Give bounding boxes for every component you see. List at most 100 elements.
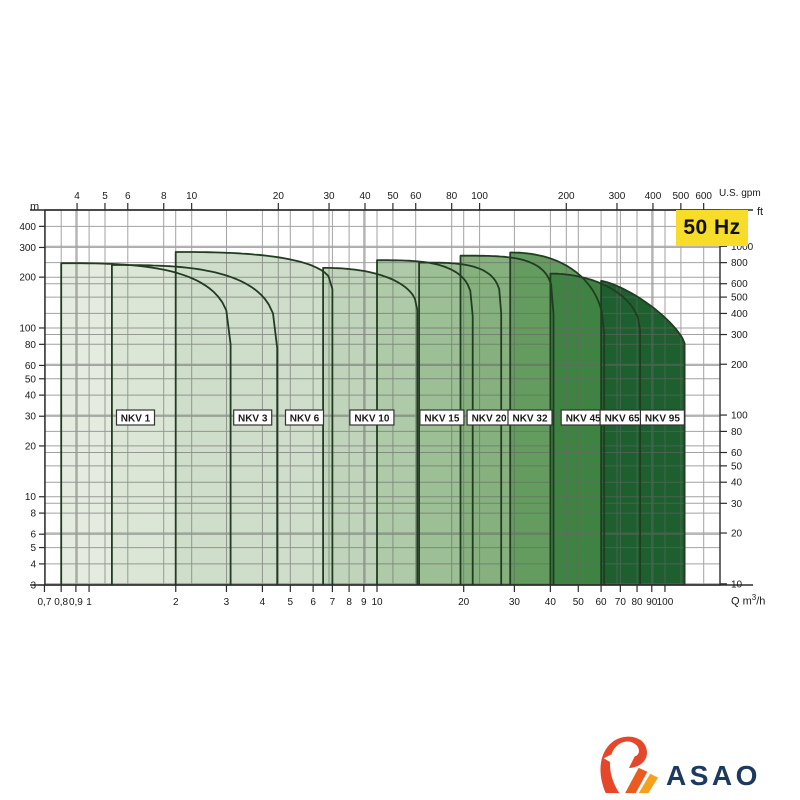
gpm-tick-label: 6 — [125, 191, 131, 202]
flow-tick-label: 1 — [86, 597, 92, 608]
flow-tick-label: 0,7 — [38, 597, 52, 608]
axis-unit-head-m: m — [30, 201, 40, 213]
chart-envelope-outlines — [60, 251, 686, 585]
head-m-tick-label: 40 — [25, 391, 37, 402]
axis-unit-flow-gpm: U.S. gpm — [719, 188, 761, 199]
axis-unit-flow-m3h: Q m3/h — [731, 593, 765, 608]
model-label-nkv-1: NKV 1 — [121, 414, 151, 425]
flow-tick-label: 60 — [596, 597, 608, 608]
flow-tick-label: 10 — [371, 597, 383, 608]
head-ft-tick-label: 300 — [731, 330, 748, 341]
gpm-tick-label: 60 — [410, 191, 422, 202]
gpm-tick-label: 500 — [673, 191, 690, 202]
axis-unit-head-ft: ft — [757, 206, 764, 218]
gpm-tick-label: 8 — [161, 191, 167, 202]
model-label-nkv-95: NKV 95 — [645, 414, 680, 425]
gpm-tick-label: 80 — [446, 191, 458, 202]
plot-frame — [44, 209, 721, 586]
envelope-outline-nkv-10 — [322, 267, 419, 585]
head-m-tick-label: 300 — [19, 243, 36, 254]
head-m-tick-label: 5 — [30, 543, 36, 554]
head-ft-tick-label: 30 — [731, 499, 743, 510]
head-m-tick-label: 8 — [30, 509, 36, 520]
envelope-outline-nkv-45 — [509, 251, 606, 585]
head-ft-tick-label: 60 — [731, 448, 743, 459]
gpm-tick-label: 40 — [359, 191, 371, 202]
flow-tick-label: 7 — [330, 597, 336, 608]
envelope-outline-nkv-1 — [60, 262, 232, 585]
head-m-tick-label: 20 — [25, 441, 37, 452]
head-m-tick-label: 30 — [25, 412, 37, 423]
model-label-box-nkv-15 — [419, 409, 465, 426]
envelope-outline-nkv-3 — [111, 264, 279, 585]
head-ft-tick-label: 10 — [731, 579, 743, 590]
flow-tick-label: 6 — [310, 597, 316, 608]
model-label-nkv-10: NKV 10 — [354, 414, 389, 425]
brand-name: ASAO — [666, 760, 761, 791]
head-ft-tick-label: 80 — [731, 427, 743, 438]
gpm-tick-label: 4 — [74, 191, 80, 202]
envelope-outline-nkv-6 — [174, 251, 334, 585]
model-label-nkv-15: NKV 15 — [424, 414, 459, 425]
head-ft-tick-label: 200 — [731, 360, 748, 371]
gpm-tick-label: 20 — [273, 191, 285, 202]
head-m-tick-label: 100 — [19, 323, 36, 334]
flow-tick-label: 80 — [631, 597, 643, 608]
gpm-tick-label: 200 — [558, 191, 575, 202]
flow-tick-label: 8 — [346, 597, 352, 608]
brand-logo: ASAO — [596, 733, 761, 795]
flow-tick-label: 4 — [260, 597, 266, 608]
model-label-box-nkv-95 — [639, 409, 686, 426]
flow-tick-label: 50 — [573, 597, 585, 608]
flow-unit-prefix: Q m — [731, 595, 752, 608]
gpm-tick-label: 300 — [609, 191, 626, 202]
flow-tick-label: 20 — [458, 597, 470, 608]
chart-model-labels: NKV 1 NKV 3 NKV 6 NKV 10 NKV 15 NKV 20 NKV 32 N… — [115, 409, 686, 426]
gpm-tick-label: 100 — [471, 191, 488, 202]
flow-tick-label: 0,9 — [69, 597, 83, 608]
flow-tick-label: 70 — [615, 597, 627, 608]
frequency-badge: 50 Hz — [676, 210, 748, 246]
model-label-nkv-20: NKV 20 — [472, 414, 507, 425]
model-label-box-nkv-32 — [507, 409, 553, 426]
model-label-nkv-6: NKV 6 — [290, 414, 320, 425]
flow-tick-label: 9 — [361, 597, 367, 608]
head-m-tick-label: 6 — [30, 530, 36, 541]
flow-tick-label: 100 — [657, 597, 674, 608]
gpm-tick-label: 600 — [695, 191, 712, 202]
gpm-tick-label: 400 — [645, 191, 662, 202]
model-label-box-nkv-1 — [115, 409, 156, 426]
flow-unit-sup: 3 — [751, 593, 757, 602]
model-label-nkv-32: NKV 32 — [512, 414, 547, 425]
flow-tick-label: 30 — [509, 597, 521, 608]
head-ft-tick-label: 500 — [731, 293, 748, 304]
head-m-tick-label: 3 — [30, 581, 36, 592]
model-label-box-nkv-10 — [349, 409, 395, 426]
head-ft-tick-label: 40 — [731, 478, 743, 489]
head-ft-tick-label: 100 — [731, 411, 748, 422]
envelope-outline-nkv-95 — [600, 280, 686, 585]
flow-tick-label: 2 — [173, 597, 179, 608]
flow-tick-label: 5 — [288, 597, 294, 608]
head-ft-tick-label: 400 — [731, 309, 748, 320]
model-label-nkv-65: NKV 65 — [605, 414, 640, 425]
head-m-tick-label: 50 — [25, 374, 37, 385]
model-label-box-nkv-6 — [284, 409, 325, 426]
flow-tick-label: 0,8 — [54, 597, 68, 608]
head-ft-tick-label: 800 — [731, 258, 748, 269]
gpm-tick-label: 10 — [186, 191, 198, 202]
flow-tick-label: 3 — [224, 597, 230, 608]
head-ft-tick-label: 50 — [731, 461, 743, 472]
gpm-tick-label: 30 — [323, 191, 335, 202]
flow-tick-label: 90 — [646, 597, 658, 608]
head-m-tick-label: 4 — [30, 559, 36, 570]
head-ft-tick-label: 1000 — [731, 242, 754, 253]
head-m-tick-label: 60 — [25, 361, 37, 372]
chart-grid-lines — [44, 210, 720, 586]
flow-unit-suffix: /h — [756, 595, 766, 608]
envelope-nkv-95 — [601, 280, 685, 585]
swan-icon — [600, 736, 659, 794]
